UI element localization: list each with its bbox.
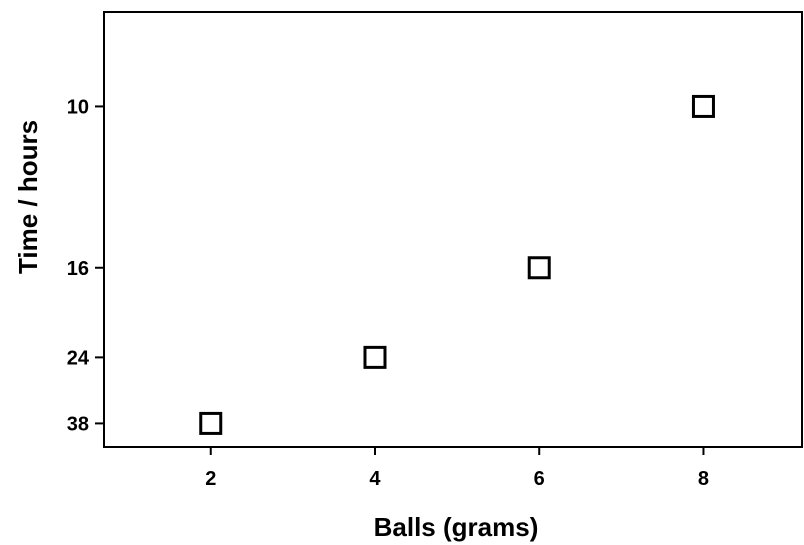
y-tick-label: 38 xyxy=(67,413,89,435)
data-point xyxy=(527,256,551,280)
y-axis-title: Time / hours xyxy=(13,120,43,274)
x-tick-label: 6 xyxy=(534,468,545,490)
x-tick-label: 2 xyxy=(205,468,216,490)
data-point xyxy=(199,411,223,435)
y-tick-label: 10 xyxy=(67,96,89,118)
y-tick-label: 24 xyxy=(67,347,90,369)
data-point xyxy=(363,345,387,369)
data-points xyxy=(199,94,715,435)
y-axis-ticks: 10 16 24 38 xyxy=(67,96,104,435)
data-point xyxy=(691,94,715,118)
x-axis-ticks: 2 4 6 8 xyxy=(205,447,709,490)
x-tick-label: 8 xyxy=(698,468,709,490)
plot-frame xyxy=(103,11,803,448)
x-tick-label: 4 xyxy=(369,468,381,490)
y-tick-label: 16 xyxy=(67,258,89,280)
x-axis-title: Balls (grams) xyxy=(374,512,539,542)
